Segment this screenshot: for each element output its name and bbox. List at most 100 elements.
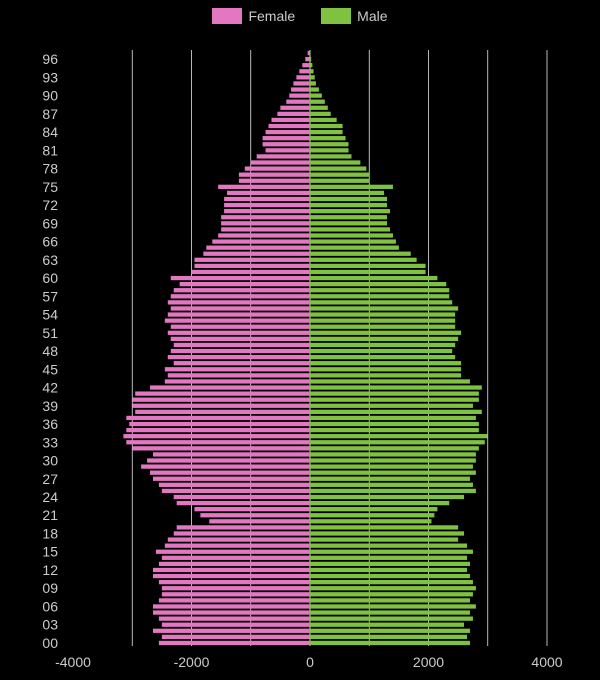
bar-female-age-79 — [250, 160, 310, 165]
bar-male-age-91 — [310, 87, 319, 92]
bar-female-age-03 — [161, 622, 310, 627]
legend-item-male[interactable]: Male — [321, 8, 388, 24]
bar-female-age-83 — [262, 136, 310, 141]
bar-female-age-74 — [227, 190, 310, 196]
bar-male-age-71 — [310, 209, 390, 214]
bar-female-age-44 — [167, 373, 310, 378]
bar-male-age-34 — [310, 434, 488, 439]
bar-female-age-06 — [152, 604, 310, 609]
bar-female-age-45 — [164, 367, 310, 372]
bar-male-age-49 — [310, 342, 456, 348]
bar-male-age-74 — [310, 190, 385, 196]
bar-female-age-63 — [194, 257, 310, 262]
x-axis-tick-labels: -4000 -2000 0 2000 4000 — [55, 654, 563, 670]
bar-female-age-95 — [302, 63, 310, 68]
legend-swatch-female — [212, 8, 243, 24]
bar-female-age-68 — [221, 227, 310, 232]
y-tick-label: 24 — [42, 489, 58, 505]
bar-female-age-02 — [152, 628, 310, 633]
y-tick-label: 36 — [42, 416, 58, 432]
legend-item-female[interactable]: Female — [212, 8, 295, 24]
bar-male-age-51 — [310, 330, 462, 335]
bar-female-age-94 — [299, 69, 310, 74]
bar-female-age-65 — [206, 245, 310, 250]
bar-female-age-56 — [167, 300, 310, 305]
bar-female-age-77 — [238, 172, 310, 177]
bar-female-age-73 — [224, 196, 310, 202]
bar-male-age-31 — [310, 452, 476, 457]
bar-female-age-64 — [203, 251, 310, 256]
bar-male-age-12 — [310, 567, 468, 573]
y-tick-label: 21 — [42, 507, 58, 523]
bar-female-age-43 — [164, 379, 310, 384]
bar-female-age-91 — [291, 87, 310, 92]
bar-male-age-39 — [310, 403, 473, 408]
y-tick-label: 57 — [42, 288, 58, 304]
y-tick-label: 45 — [42, 361, 58, 377]
bar-female-age-11 — [152, 573, 310, 579]
bar-female-age-48 — [170, 348, 310, 354]
bar-female-age-67 — [218, 233, 310, 238]
bar-male-age-08 — [310, 592, 473, 597]
bar-male-age-05 — [310, 610, 470, 615]
bar-male-age-73 — [310, 196, 388, 202]
bar-male-age-14 — [310, 555, 468, 560]
bar-female-age-49 — [173, 342, 310, 348]
bar-female-age-70 — [221, 215, 310, 220]
bar-male-age-48 — [310, 348, 453, 354]
bar-male-age-72 — [310, 202, 388, 208]
bar-male-age-07 — [310, 598, 470, 603]
bar-female-age-69 — [221, 221, 310, 226]
bar-female-age-42 — [150, 385, 310, 390]
bar-male-age-96 — [310, 56, 312, 62]
bar-male-age-04 — [310, 616, 473, 621]
y-tick-label: 51 — [42, 325, 58, 341]
bar-female-age-14 — [161, 555, 310, 560]
bar-male-age-56 — [310, 300, 453, 305]
bar-male-age-26 — [310, 482, 473, 487]
bar-male-age-69 — [310, 221, 388, 226]
bar-male-age-77 — [310, 172, 370, 177]
bar-female-age-13 — [158, 561, 310, 567]
bar-female-age-62 — [194, 263, 310, 269]
bar-female-age-24 — [173, 494, 310, 500]
bar-female-age-81 — [265, 148, 310, 153]
bar-male-age-94 — [310, 69, 314, 74]
bar-female-age-04 — [158, 616, 310, 621]
bar-female-age-61 — [191, 269, 310, 275]
x-tick-label: 4000 — [531, 654, 562, 670]
bar-female-age-66 — [212, 239, 310, 244]
bar-female-age-12 — [152, 567, 310, 573]
bar-female-age-53 — [164, 318, 310, 323]
bar-female-age-78 — [244, 166, 310, 171]
bar-male-age-37 — [310, 415, 476, 421]
bar-male-age-19 — [310, 525, 459, 530]
legend-label-male: Male — [357, 8, 388, 24]
bar-female-age-16 — [164, 543, 310, 548]
x-tick-label: 0 — [306, 654, 314, 670]
bar-male-age-52 — [310, 324, 456, 329]
bar-female-age-36 — [129, 421, 310, 427]
x-tick-label: 2000 — [413, 654, 444, 670]
bar-female-age-26 — [158, 482, 310, 487]
bar-female-age-22 — [194, 507, 310, 512]
bar-female-age-58 — [173, 288, 310, 293]
bar-female-age-52 — [170, 324, 310, 329]
bar-male-age-11 — [310, 573, 470, 579]
bar-female-age-59 — [179, 282, 310, 287]
bar-male-age-32 — [310, 446, 479, 451]
bar-female-age-82 — [262, 142, 310, 147]
bar-male-age-20 — [310, 519, 432, 524]
bar-male-age-50 — [310, 336, 459, 342]
bar-female-age-21 — [200, 513, 310, 518]
bar-female-age-00 — [158, 640, 310, 646]
bar-male-age-65 — [310, 245, 399, 250]
legend-label-female: Female — [248, 8, 296, 24]
bar-female-age-46 — [173, 361, 310, 366]
bar-male-age-46 — [310, 361, 462, 366]
bar-female-age-28 — [150, 470, 310, 475]
bar-male-age-47 — [310, 354, 456, 360]
bar-female-age-72 — [224, 202, 310, 208]
bar-male-age-36 — [310, 421, 479, 427]
